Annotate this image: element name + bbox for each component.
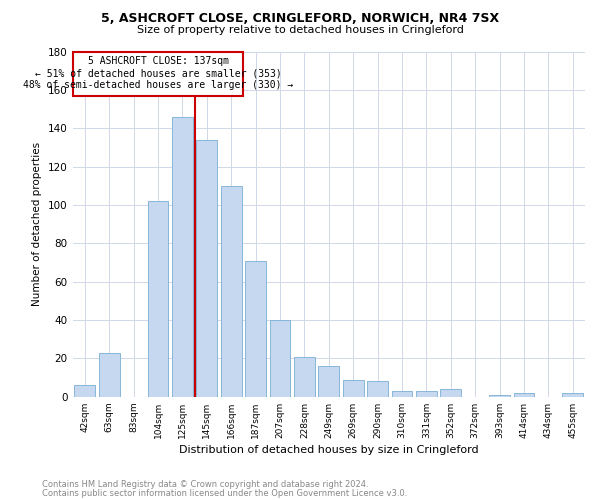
Text: Contains public sector information licensed under the Open Government Licence v3: Contains public sector information licen… [42, 488, 407, 498]
Bar [294, 356, 315, 397]
Bar [440, 389, 461, 397]
FancyBboxPatch shape [73, 52, 244, 96]
Bar [221, 186, 242, 397]
Text: Contains HM Land Registry data © Crown copyright and database right 2024.: Contains HM Land Registry data © Crown c… [42, 480, 368, 489]
Bar [392, 391, 412, 397]
Bar [416, 391, 437, 397]
Text: Size of property relative to detached houses in Cringleford: Size of property relative to detached ho… [137, 25, 463, 35]
Bar [343, 380, 364, 397]
Y-axis label: Number of detached properties: Number of detached properties [32, 142, 43, 306]
X-axis label: Distribution of detached houses by size in Cringleford: Distribution of detached houses by size … [179, 445, 479, 455]
Text: ← 51% of detached houses are smaller (353): ← 51% of detached houses are smaller (35… [35, 69, 281, 79]
Bar [319, 366, 339, 397]
Bar [148, 201, 169, 397]
Text: 5 ASHCROFT CLOSE: 137sqm: 5 ASHCROFT CLOSE: 137sqm [88, 56, 229, 66]
Bar [245, 260, 266, 397]
Text: 48% of semi-detached houses are larger (330) →: 48% of semi-detached houses are larger (… [23, 80, 293, 90]
Bar [269, 320, 290, 397]
Bar [562, 393, 583, 397]
Text: 5, ASHCROFT CLOSE, CRINGLEFORD, NORWICH, NR4 7SX: 5, ASHCROFT CLOSE, CRINGLEFORD, NORWICH,… [101, 12, 499, 26]
Bar [489, 395, 510, 397]
Bar [367, 382, 388, 397]
Bar [172, 116, 193, 397]
Bar [74, 386, 95, 397]
Bar [196, 140, 217, 397]
Bar [514, 393, 535, 397]
Bar [99, 352, 119, 397]
